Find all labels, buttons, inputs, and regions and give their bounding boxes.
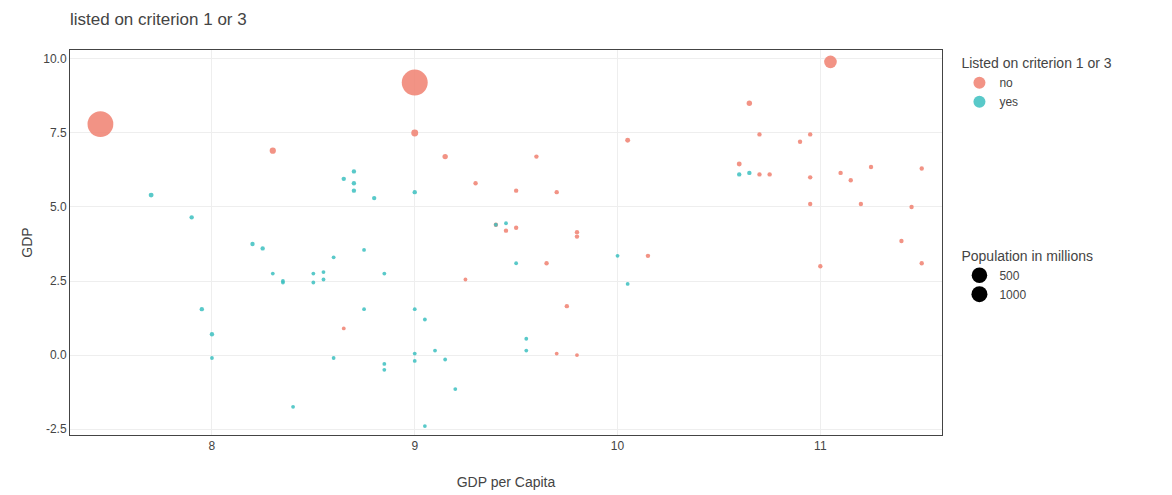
svg-text:Population in millions: Population in millions — [961, 248, 1093, 264]
svg-text:0.0: 0.0 — [50, 348, 67, 362]
svg-text:10: 10 — [611, 439, 625, 453]
svg-text:Listed on criterion 1 or 3: Listed on criterion 1 or 3 — [961, 55, 1111, 71]
svg-text:7.5: 7.5 — [50, 126, 67, 140]
svg-text:GDP per Capita: GDP per Capita — [457, 474, 556, 490]
svg-text:listed on criterion 1 or 3: listed on criterion 1 or 3 — [70, 10, 247, 29]
svg-text:yes: yes — [999, 95, 1018, 109]
svg-text:2.5: 2.5 — [50, 274, 67, 288]
svg-text:10.0: 10.0 — [43, 52, 67, 66]
svg-text:11: 11 — [814, 439, 827, 453]
svg-text:5.0: 5.0 — [50, 200, 67, 214]
svg-text:-2.5: -2.5 — [46, 422, 67, 436]
svg-text:9: 9 — [411, 439, 418, 453]
svg-text:500: 500 — [999, 269, 1019, 283]
svg-text:1000: 1000 — [999, 288, 1026, 302]
svg-text:8: 8 — [209, 439, 216, 453]
svg-text:no: no — [999, 76, 1013, 90]
svg-text:GDP: GDP — [19, 227, 35, 257]
